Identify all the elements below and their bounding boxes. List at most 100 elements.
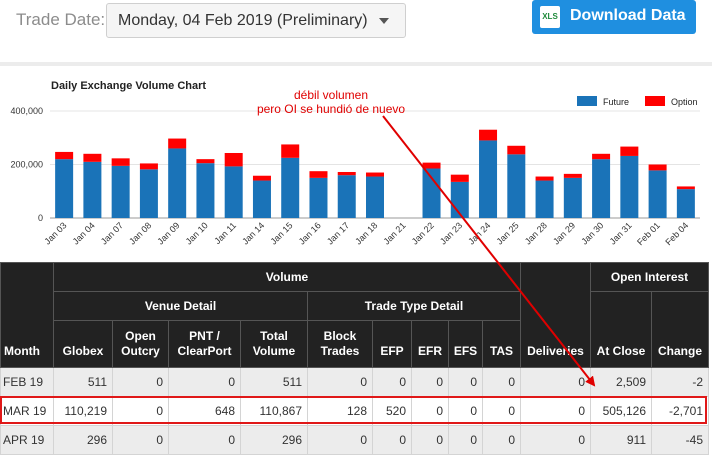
cell-total: 511 — [240, 367, 308, 397]
bar-future[interactable] — [592, 159, 611, 218]
chart-title: Daily Exchange Volume Chart — [51, 80, 207, 92]
bar-option[interactable] — [535, 176, 554, 181]
col-at-close: At Close — [590, 291, 652, 368]
bar-option[interactable] — [224, 152, 243, 167]
group-volume: Volume — [53, 262, 521, 292]
x-tick-label: Jan 31 — [608, 220, 634, 246]
trade-date-select[interactable]: Monday, 04 Feb 2019 (Preliminary) — [106, 3, 406, 38]
cell-efs: 0 — [448, 396, 483, 426]
annotation-line-1: débil volumen — [293, 88, 369, 102]
bar-option[interactable] — [479, 129, 498, 141]
cell-globex: 511 — [53, 367, 113, 397]
bar-option[interactable] — [252, 175, 271, 181]
divider — [0, 62, 712, 66]
bar-future[interactable] — [55, 159, 74, 218]
cell-efp: 520 — [372, 396, 412, 426]
bar-future[interactable] — [366, 176, 384, 218]
bar-future[interactable] — [563, 177, 582, 218]
x-tick-label: Jan 16 — [297, 220, 323, 246]
bar-future[interactable] — [168, 148, 187, 218]
cell-block: 0 — [307, 367, 373, 397]
cell-efp: 0 — [372, 425, 412, 455]
top-bar: Trade Date: Monday, 04 Feb 2019 (Prelimi… — [0, 0, 712, 62]
x-tick-label: Jan 24 — [466, 220, 492, 246]
cell-globex: 110,219 — [53, 396, 113, 426]
x-tick-label: Jan 23 — [438, 220, 464, 246]
col-block-trades: Block Trades — [307, 320, 373, 368]
bar-option[interactable] — [139, 163, 158, 170]
bar-option[interactable] — [309, 171, 328, 178]
bar-option[interactable] — [55, 151, 74, 160]
bar-future[interactable] — [252, 180, 271, 218]
x-tick-label: Jan 30 — [579, 220, 605, 246]
bar-future[interactable] — [620, 155, 639, 218]
bar-future[interactable] — [337, 175, 356, 218]
bar-future[interactable] — [111, 165, 130, 218]
bar-option[interactable] — [83, 153, 102, 162]
bar-future[interactable] — [479, 140, 498, 218]
cell-open-outcry: 0 — [112, 396, 169, 426]
cell-open-outcry: 0 — [112, 367, 169, 397]
volume-table: Month Volume Deliveries Open Interest Ve… — [0, 262, 710, 455]
bar-option[interactable] — [450, 174, 469, 182]
bar-option[interactable] — [196, 159, 215, 164]
legend-future-swatch — [577, 96, 597, 106]
bar-option[interactable] — [592, 153, 611, 160]
bar-option[interactable] — [676, 186, 695, 190]
bar-future[interactable] — [676, 189, 695, 218]
download-data-label: Download Data — [570, 7, 686, 24]
x-tick-label: Jan 15 — [268, 220, 294, 246]
x-tick-label: Jan 21 — [381, 220, 407, 246]
bar-option[interactable] — [337, 171, 356, 176]
bar-future[interactable] — [648, 170, 667, 218]
bar-option[interactable] — [620, 146, 639, 156]
bar-option[interactable] — [648, 164, 667, 171]
y-tick-label: 0 — [38, 213, 43, 223]
cell-total: 296 — [240, 425, 308, 455]
cell-deliveries: 0 — [520, 396, 591, 426]
legend-future-label: Future — [603, 97, 630, 107]
bar-future[interactable] — [224, 166, 243, 218]
cell-efs: 0 — [448, 367, 483, 397]
col-deliveries: Deliveries — [520, 262, 591, 368]
cell-pnt: 648 — [168, 396, 241, 426]
trade-date-value: Monday, 04 Feb 2019 (Preliminary) — [118, 12, 368, 29]
bar-option[interactable] — [507, 145, 526, 155]
cell-month: APR 19 — [0, 425, 54, 455]
x-tick-label: Jan 17 — [325, 220, 351, 246]
bar-option[interactable] — [111, 158, 130, 166]
x-tick-label: Jan 22 — [410, 220, 436, 246]
col-pnt-clearport: PNT / ClearPort — [168, 320, 241, 368]
x-tick-label: Jan 03 — [42, 220, 68, 246]
x-tick-label: Feb 04 — [663, 220, 690, 247]
cell-month: FEB 19 — [0, 367, 54, 397]
bar-option[interactable] — [366, 172, 384, 177]
cell-at-close: 505,126 — [590, 396, 652, 426]
bar-future[interactable] — [139, 169, 158, 218]
bar-future[interactable] — [535, 180, 554, 218]
bar-future[interactable] — [83, 161, 102, 218]
legend-option[interactable]: Option — [645, 96, 698, 107]
bar-option[interactable] — [168, 138, 187, 149]
bar-future[interactable] — [281, 157, 300, 218]
bar-option[interactable] — [281, 144, 300, 158]
x-tick-label: Jan 29 — [551, 220, 577, 246]
bar-future[interactable] — [309, 177, 328, 218]
col-tas: TAS — [482, 320, 521, 368]
download-data-button[interactable]: XLS Download Data — [532, 0, 696, 34]
legend-future[interactable]: Future — [577, 96, 629, 107]
cell-pnt: 0 — [168, 425, 241, 455]
bar-option[interactable] — [422, 162, 441, 169]
bar-option[interactable] — [563, 173, 582, 178]
bar-future[interactable] — [507, 154, 526, 218]
x-tick-label: Jan 11 — [212, 220, 238, 246]
annotation-line-2: pero OI se hundió de nuevo — [256, 102, 406, 116]
table-row: MAR 19 110,219 0 648 110,867 128 520 0 0… — [0, 396, 710, 426]
cell-change: -2,701 — [650, 396, 710, 426]
x-tick-label: Jan 28 — [523, 220, 549, 246]
bar-future[interactable] — [196, 163, 215, 218]
x-tick-label: Jan 10 — [184, 220, 210, 246]
bar-future[interactable] — [450, 181, 469, 218]
bar-future[interactable] — [422, 168, 441, 218]
col-change: Change — [650, 291, 710, 368]
